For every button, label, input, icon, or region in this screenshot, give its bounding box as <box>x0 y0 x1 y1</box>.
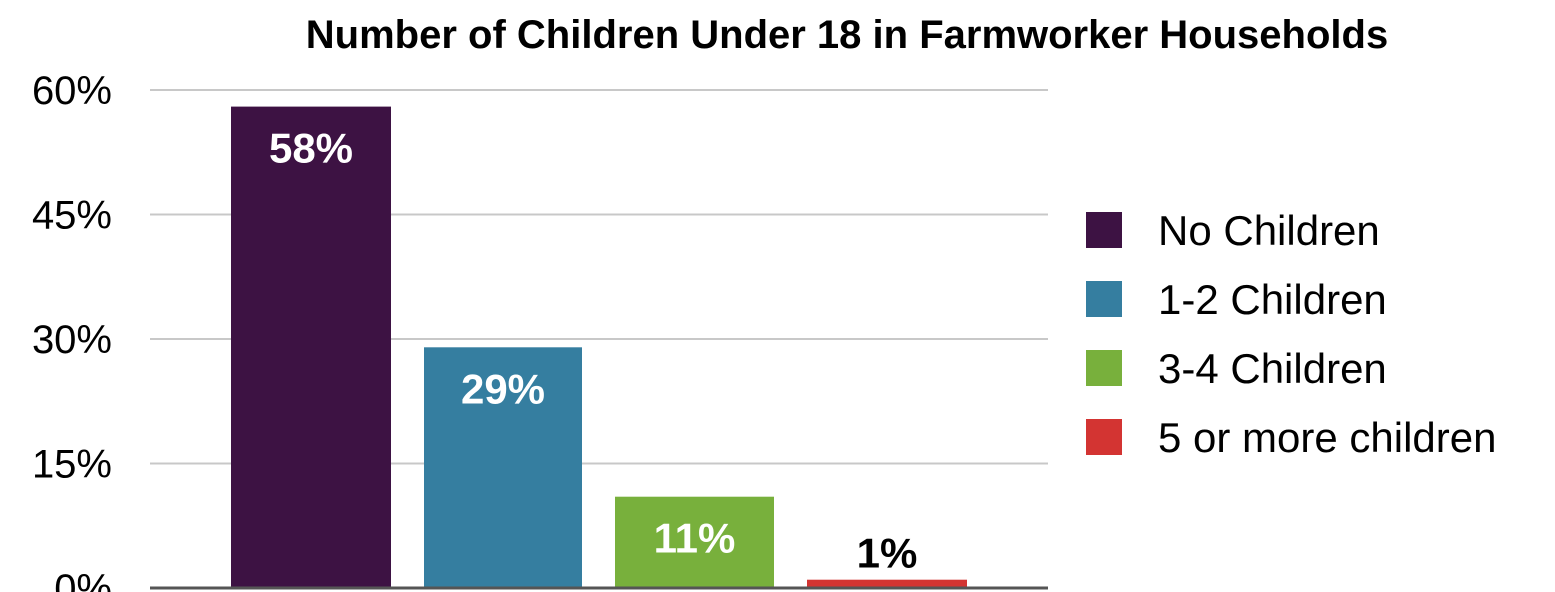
y-tick-label: 30% <box>32 318 112 362</box>
data-label: 11% <box>654 515 736 562</box>
legend-swatch <box>1086 212 1122 248</box>
y-tick-label: 45% <box>32 194 112 238</box>
legend-label: No Children <box>1158 207 1380 254</box>
bar <box>615 496 774 588</box>
legend-swatch <box>1086 350 1122 386</box>
bar <box>231 106 391 588</box>
legend-label: 5 or more children <box>1158 414 1496 461</box>
bar <box>424 347 582 588</box>
bars <box>231 106 967 588</box>
y-tick-label: 60% <box>32 69 112 113</box>
y-axis-ticks: 0% 15% 30% 45% 60% <box>32 69 112 592</box>
data-label: 58% <box>269 125 353 172</box>
data-label: 29% <box>461 365 545 412</box>
legend-label: 3-4 Children <box>1158 345 1387 392</box>
legend-label: 1-2 Children <box>1158 276 1387 323</box>
legend-swatch <box>1086 419 1122 455</box>
bar <box>807 579 967 588</box>
data-label: 1% <box>857 530 918 577</box>
legend: No Children 1-2 Children 3-4 Children 5 or … <box>1086 207 1496 461</box>
legend-swatch <box>1086 281 1122 317</box>
data-labels: 58% 29% 11% 1% <box>269 125 917 577</box>
y-tick-label: 15% <box>32 443 112 487</box>
chart-title: Number of Children Under 18 in Farmworke… <box>306 13 1388 57</box>
y-tick-label: 0% <box>54 567 112 592</box>
